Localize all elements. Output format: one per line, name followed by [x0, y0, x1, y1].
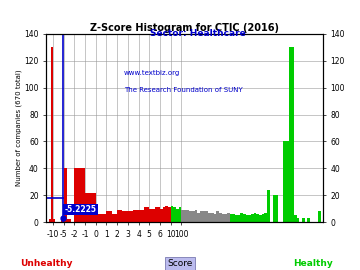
- Bar: [62, 218, 64, 222]
- Bar: [265, 213, 267, 222]
- Bar: [262, 214, 265, 222]
- Bar: [168, 207, 171, 222]
- Bar: [289, 47, 294, 222]
- Bar: [248, 215, 251, 222]
- Bar: [318, 211, 321, 222]
- Bar: [208, 213, 211, 222]
- Bar: [53, 220, 55, 222]
- Bar: [273, 195, 278, 222]
- Bar: [195, 210, 198, 222]
- Bar: [171, 206, 174, 222]
- Bar: [165, 206, 168, 222]
- Bar: [240, 213, 243, 222]
- Bar: [219, 213, 222, 222]
- Bar: [155, 207, 160, 222]
- Bar: [160, 209, 163, 222]
- Bar: [307, 218, 310, 222]
- Bar: [181, 210, 184, 222]
- Bar: [163, 207, 165, 222]
- Bar: [246, 215, 248, 222]
- Bar: [232, 214, 235, 222]
- Bar: [243, 214, 246, 222]
- Title: Z-Score Histogram for CTIC (2016): Z-Score Histogram for CTIC (2016): [90, 23, 279, 33]
- Bar: [216, 211, 219, 222]
- Bar: [189, 211, 192, 222]
- Bar: [187, 210, 189, 222]
- Text: Score: Score: [167, 259, 193, 268]
- Bar: [192, 211, 195, 222]
- Bar: [238, 215, 240, 222]
- Bar: [64, 168, 67, 222]
- Bar: [133, 210, 139, 222]
- Bar: [144, 207, 149, 222]
- Bar: [227, 213, 230, 222]
- Bar: [149, 209, 155, 222]
- Bar: [101, 214, 107, 222]
- Bar: [49, 220, 51, 222]
- Bar: [297, 218, 299, 222]
- Bar: [267, 190, 270, 222]
- Bar: [302, 218, 305, 222]
- Bar: [224, 214, 227, 222]
- Bar: [256, 214, 259, 222]
- Text: Unhealthy: Unhealthy: [21, 259, 73, 268]
- Y-axis label: Number of companies (670 total): Number of companies (670 total): [15, 70, 22, 186]
- Bar: [200, 211, 203, 222]
- Bar: [176, 209, 179, 222]
- Bar: [122, 211, 128, 222]
- Bar: [112, 214, 117, 222]
- Bar: [107, 211, 112, 222]
- Bar: [206, 211, 208, 222]
- Text: The Research Foundation of SUNY: The Research Foundation of SUNY: [124, 87, 243, 93]
- Bar: [222, 214, 224, 222]
- Bar: [235, 215, 238, 222]
- Bar: [117, 210, 122, 222]
- Text: Healthy: Healthy: [293, 259, 333, 268]
- Bar: [96, 214, 101, 222]
- Bar: [259, 215, 262, 222]
- Bar: [283, 141, 289, 222]
- Bar: [211, 213, 213, 222]
- Bar: [67, 220, 71, 222]
- Text: -5.2225: -5.2225: [64, 205, 96, 214]
- Bar: [213, 214, 216, 222]
- Bar: [251, 214, 254, 222]
- Bar: [139, 210, 144, 222]
- Bar: [128, 211, 133, 222]
- Bar: [85, 193, 96, 222]
- Bar: [203, 211, 206, 222]
- Text: Sector: Healthcare: Sector: Healthcare: [150, 29, 246, 38]
- Bar: [198, 213, 200, 222]
- Bar: [230, 214, 232, 222]
- Bar: [184, 210, 187, 222]
- Bar: [294, 215, 297, 222]
- Bar: [254, 213, 256, 222]
- Bar: [174, 207, 176, 222]
- Bar: [179, 207, 181, 222]
- Bar: [74, 168, 85, 222]
- Bar: [90, 215, 96, 222]
- Bar: [51, 47, 53, 222]
- Text: www.textbiz.org: www.textbiz.org: [124, 70, 180, 76]
